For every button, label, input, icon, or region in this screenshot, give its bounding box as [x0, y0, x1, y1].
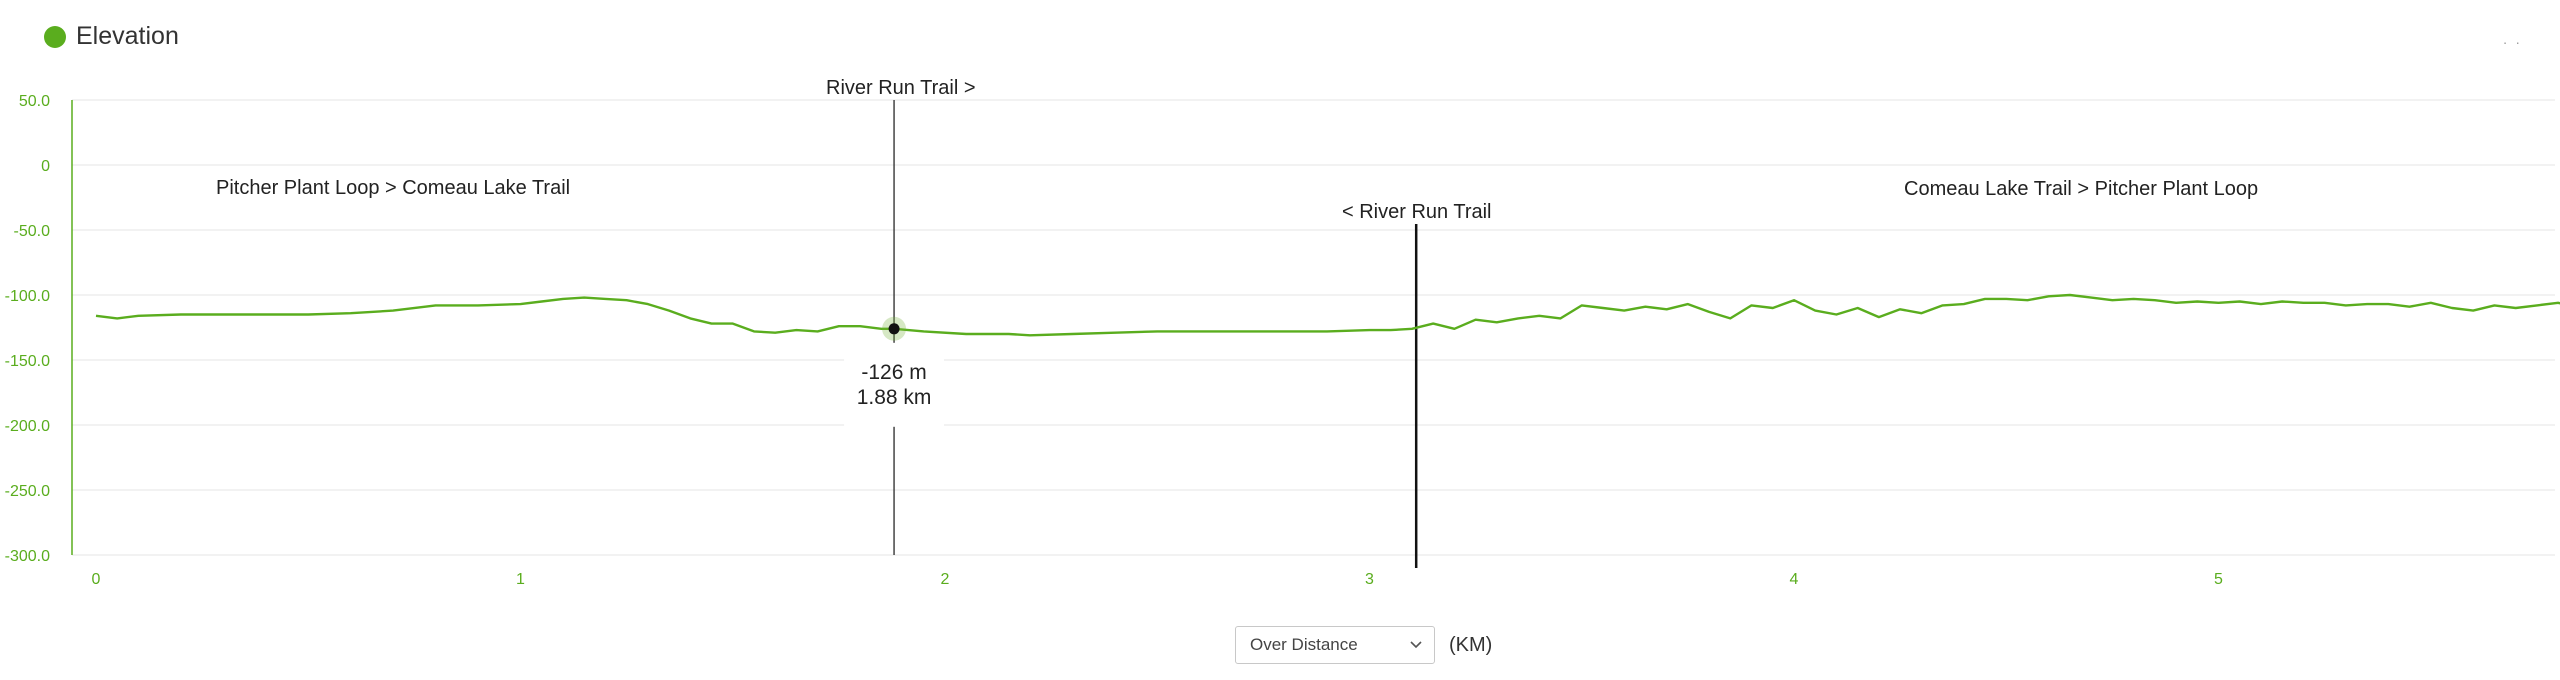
y-tick-label: -300.0 — [5, 548, 50, 565]
trail-section-label: River Run Trail > — [826, 77, 976, 99]
hover-distance-label: 1.88 km — [857, 386, 932, 409]
x-tick-label: 0 — [92, 571, 101, 588]
trail-section-label: Comeau Lake Trail > Pitcher Plant Loop — [1904, 178, 2258, 200]
hover-elevation-label: -126 m — [861, 361, 926, 384]
y-tick-label: 0 — [41, 158, 50, 175]
chevron-down-icon — [1410, 641, 1422, 649]
y-tick-label: -100.0 — [5, 288, 50, 305]
corner-menu-icon[interactable]: · · — [2502, 34, 2522, 50]
y-tick-label: -250.0 — [5, 483, 50, 500]
x-tick-label: 5 — [2214, 571, 2223, 588]
chart-title: Elevation — [76, 22, 179, 50]
y-tick-label: 50.0 — [19, 93, 50, 110]
hover-point — [888, 323, 900, 335]
y-tick-label: -200.0 — [5, 418, 50, 435]
x-tick-label: 1 — [516, 571, 525, 588]
trail-section-label: Pitcher Plant Loop > Comeau Lake Trail — [216, 177, 570, 199]
chart-controls: Over Distance (KM) — [1235, 626, 1492, 664]
trail-section-label: < River Run Trail — [1342, 201, 1492, 223]
chart-header: Elevation — [44, 22, 179, 51]
series-legend-dot[interactable] — [44, 25, 66, 48]
unit-label: (KM) — [1449, 633, 1493, 656]
y-tick-label: -50.0 — [14, 223, 51, 240]
hover-tooltip-bg — [844, 342, 945, 427]
x-tick-label: 4 — [1790, 571, 1799, 588]
x-tick-label: 3 — [1365, 571, 1374, 588]
mode-select-value: Over Distance — [1250, 635, 1358, 654]
elevation-series-line — [95, 293, 2560, 337]
mode-select[interactable]: Over Distance — [1235, 626, 1435, 664]
y-tick-label: -150.0 — [5, 353, 50, 370]
x-tick-label: 2 — [941, 571, 950, 588]
